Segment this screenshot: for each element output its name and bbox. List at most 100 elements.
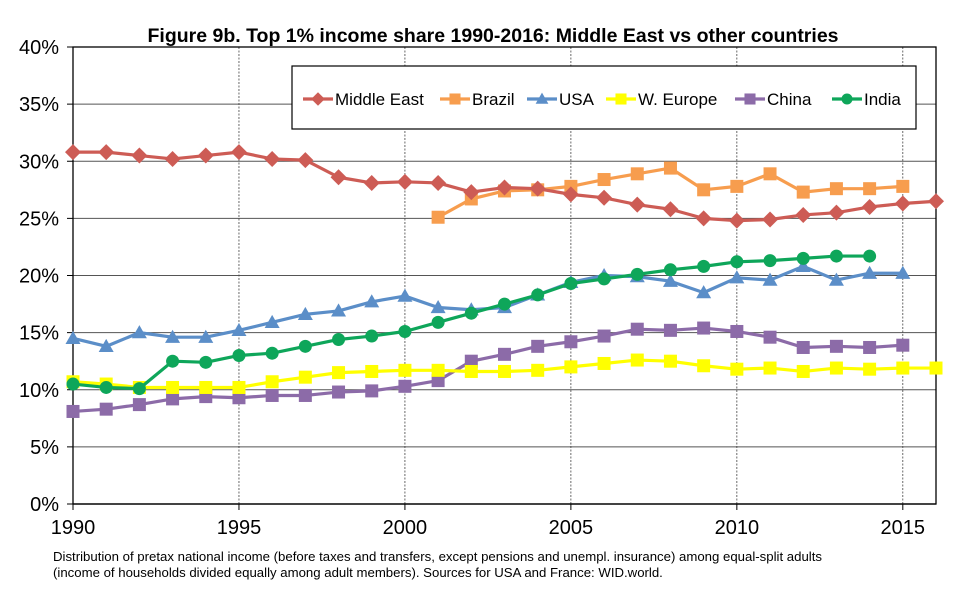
- data-point-china: [132, 398, 146, 412]
- data-point-middle-east: [695, 210, 712, 227]
- legend-label: USA: [559, 90, 595, 109]
- data-point-usa: [895, 265, 911, 279]
- data-point-w-europe: [630, 353, 644, 367]
- legend-item-w-europe: W. Europe: [606, 90, 717, 109]
- data-point-middle-east: [662, 201, 679, 218]
- data-point-usa: [65, 330, 81, 344]
- data-point-china: [265, 388, 279, 402]
- y-tick-label: 10%: [19, 380, 59, 402]
- data-point-india: [697, 259, 711, 273]
- x-tick-label: 2015: [881, 517, 926, 539]
- data-point-india: [66, 377, 80, 391]
- series-china: [66, 321, 910, 418]
- data-point-middle-east: [496, 179, 513, 196]
- legend-item-india: India: [832, 90, 901, 109]
- data-point-usa: [862, 265, 878, 279]
- y-tick-label: 35%: [19, 94, 59, 116]
- data-point-usa: [828, 272, 844, 286]
- data-point-w-europe: [929, 361, 943, 375]
- data-point-india: [332, 332, 346, 346]
- data-point-china: [332, 385, 346, 399]
- series-layer: [65, 144, 944, 418]
- data-point-usa: [729, 270, 745, 284]
- footnote: Distribution of pretax national income (…: [53, 549, 953, 581]
- data-point-middle-east: [463, 184, 480, 201]
- data-point-usa: [165, 329, 181, 343]
- y-axis-ticks: 0% 5% 10% 15% 20% 25% 30% 35% 40%: [19, 37, 73, 516]
- x-tick-label: 1990: [51, 517, 96, 539]
- data-point-india: [796, 251, 810, 265]
- data-point-w-europe: [232, 380, 246, 394]
- data-point-brazil: [730, 179, 744, 193]
- data-point-w-europe: [763, 361, 777, 375]
- series-india: [66, 249, 877, 396]
- data-point-w-europe: [498, 364, 511, 378]
- legend-marker-middle-east: [311, 92, 325, 106]
- legend-label: W. Europe: [638, 90, 717, 109]
- data-point-india: [365, 329, 379, 343]
- data-point-middle-east: [529, 180, 546, 197]
- y-tick-label: 0%: [30, 494, 59, 516]
- data-point-middle-east: [861, 198, 878, 215]
- data-point-w-europe: [564, 360, 578, 374]
- data-point-middle-east: [98, 144, 115, 161]
- data-point-india: [232, 348, 246, 362]
- data-point-usa: [430, 299, 446, 314]
- data-point-india: [564, 276, 578, 290]
- data-point-middle-east: [795, 206, 812, 223]
- data-point-w-europe: [298, 370, 312, 384]
- data-point-china: [99, 402, 113, 416]
- data-point-middle-east: [131, 147, 148, 164]
- data-point-china: [431, 374, 445, 388]
- data-point-w-europe: [431, 363, 445, 377]
- data-point-india: [597, 272, 611, 286]
- footnote-line-1: Distribution of pretax national income (…: [53, 549, 822, 564]
- data-point-usa: [397, 288, 413, 302]
- data-point-brazil: [630, 167, 644, 181]
- data-point-middle-east: [596, 189, 613, 206]
- legend-item-china: China: [735, 90, 812, 109]
- series-w-europe: [66, 353, 943, 394]
- data-point-india: [398, 324, 412, 338]
- data-point-middle-east: [430, 174, 447, 191]
- data-point-china: [730, 324, 744, 338]
- legend-label: Brazil: [472, 90, 515, 109]
- data-point-india: [166, 354, 180, 368]
- data-point-china: [66, 404, 80, 418]
- legend-marker-brazil: [449, 93, 461, 105]
- data-point-china: [531, 339, 545, 353]
- data-point-india: [630, 267, 644, 281]
- data-point-brazil: [597, 173, 611, 187]
- data-point-w-europe: [365, 364, 379, 378]
- legend-marker-india: [841, 93, 853, 105]
- data-point-usa: [662, 273, 678, 287]
- data-point-brazil: [663, 161, 677, 175]
- data-point-india: [99, 380, 113, 394]
- data-point-usa: [131, 325, 147, 339]
- data-point-india: [498, 297, 511, 311]
- data-point-china: [232, 391, 246, 405]
- line-chart: Figure 9b. Top 1% income share 1990-2016…: [19, 25, 944, 539]
- data-point-middle-east: [894, 195, 911, 212]
- legend: Middle East Brazil USA W. Europe China India: [291, 65, 917, 130]
- data-point-china: [796, 340, 810, 354]
- data-point-india: [265, 346, 279, 360]
- data-point-w-europe: [464, 364, 478, 378]
- data-point-china: [365, 384, 379, 398]
- data-point-china: [498, 347, 511, 361]
- data-point-brazil: [863, 182, 877, 196]
- data-point-brazil: [896, 179, 910, 193]
- data-point-usa: [264, 314, 280, 328]
- data-point-w-europe: [199, 380, 213, 394]
- data-point-china: [398, 379, 412, 393]
- series-line-usa: [72, 264, 903, 348]
- data-point-usa: [762, 272, 778, 286]
- data-point-china: [663, 323, 677, 337]
- data-point-middle-east: [396, 173, 413, 190]
- data-point-w-europe: [332, 366, 346, 380]
- data-point-usa: [364, 294, 380, 308]
- data-point-india: [763, 254, 777, 268]
- data-point-india: [531, 288, 545, 302]
- data-point-middle-east: [197, 147, 214, 164]
- data-point-middle-east: [164, 150, 181, 167]
